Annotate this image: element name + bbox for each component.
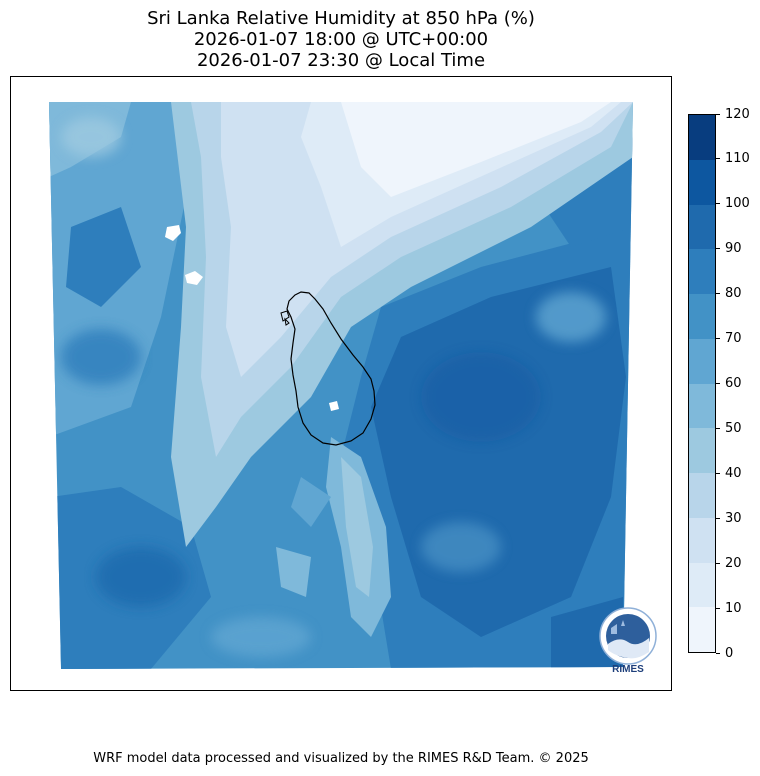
- colorbar-tick-label: 120: [716, 107, 750, 122]
- colorbar-tick-label: 70: [716, 331, 742, 346]
- colorbar-tick-label: 20: [716, 556, 742, 571]
- rimes-globe-icon: [599, 607, 657, 665]
- title-line-2: 2026-01-07 18:00 @ UTC+00:00: [193, 29, 489, 50]
- colorbar-tick-label: 10: [716, 601, 742, 616]
- colorbar-band: [689, 249, 715, 294]
- missing-data-patch: [165, 225, 181, 241]
- colorbar-tick-label: 90: [716, 241, 742, 256]
- colorbar-band: [689, 159, 715, 205]
- rimes-logo: RIMES: [597, 606, 659, 678]
- colorbar: [688, 114, 716, 653]
- colorbar-band: [689, 204, 715, 250]
- colorbar-band: [689, 428, 715, 473]
- colorbar-tick-label: 60: [716, 376, 742, 391]
- colorbar-ticks: 0 10 20 30 40 50 60 70 80 90 100 110 120: [716, 107, 760, 661]
- colorbar-band: [689, 383, 715, 429]
- map-title: Sri Lanka Relative Humidity at 850 hPa (…: [0, 8, 682, 71]
- colorbar-tick-label: 80: [716, 286, 742, 301]
- humidity-contour-map: [49, 102, 633, 669]
- colorbar-tick-label: 100: [716, 196, 750, 211]
- title-line-1: Sri Lanka Relative Humidity at 850 hPa (…: [147, 8, 535, 29]
- colorbar-band: [689, 115, 715, 160]
- colorbar-tick-label: 30: [716, 511, 742, 526]
- colorbar-tick-label: 0: [716, 646, 733, 661]
- colorbar-band: [689, 338, 715, 384]
- missing-data-patch: [329, 401, 339, 411]
- logo-text: RIMES: [612, 664, 644, 675]
- colorbar-band: [689, 294, 715, 339]
- colorbar-tick-label: 40: [716, 466, 742, 481]
- map-plot-area: [10, 76, 672, 691]
- missing-data-patch: [185, 271, 203, 285]
- colorbar-band: [689, 607, 715, 652]
- sri-lanka-coastline: [286, 291, 376, 446]
- colorbar-band: [689, 473, 715, 518]
- title-line-3: 2026-01-07 23:30 @ Local Time: [196, 50, 486, 71]
- colorbar-band: [689, 562, 715, 608]
- footer-credit: WRF model data processed and visualized …: [93, 751, 589, 766]
- colorbar-tick-label: 50: [716, 421, 742, 436]
- colorbar-tick-label: 110: [716, 151, 750, 166]
- colorbar-band: [689, 517, 715, 563]
- contour-field: [49, 102, 633, 669]
